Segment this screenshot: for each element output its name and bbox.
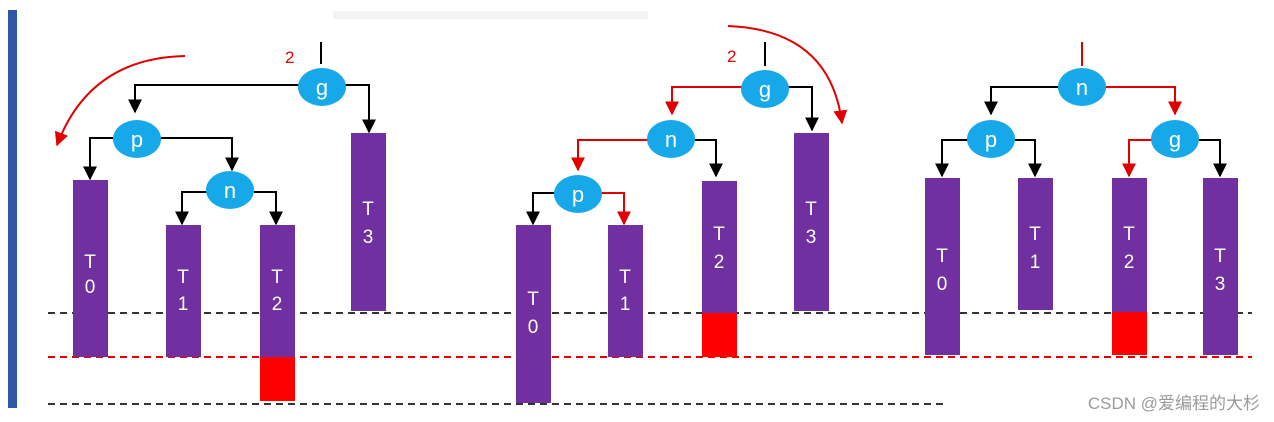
inserted-block [260,357,295,401]
subtree-t3 [351,133,386,311]
t1-label-a: T [619,267,631,288]
t1-label-a: T [1029,224,1041,245]
node-p [967,120,1015,158]
t3-label-a: T [1214,246,1226,267]
inserted-block [702,313,737,357]
balance-factor-label: 2 [727,47,736,66]
t1-label-b: 1 [620,294,631,315]
t3-label-a: T [362,199,374,220]
subtree-t2 [260,225,295,357]
t0-label-b: 0 [937,274,948,295]
t0-label-a: T [84,252,96,273]
t0-label-a: T [527,289,539,310]
node-p-label: p [131,127,143,152]
node-p-label: p [572,182,584,207]
t2-label-b: 2 [714,252,725,273]
subtree-t0 [73,180,108,357]
node-g [741,70,789,108]
t2-label-a: T [1123,224,1135,245]
node-n [1058,68,1106,106]
height-levels [48,312,1252,405]
t0-label-b: 0 [85,277,96,298]
node-p-label: p [985,127,997,152]
subtree-t2 [702,181,737,313]
subtree-t1 [166,225,201,357]
subtree-t1 [1018,178,1053,310]
t3-label-b: 3 [363,227,374,248]
balance-factor-label: 2 [285,48,294,67]
rotation-arrow [727,25,848,125]
left-accent-bar [8,10,17,408]
inserted-block [1112,312,1147,355]
node-n-label: n [1076,75,1088,100]
subtree-t3 [794,133,829,311]
node-g [298,68,346,106]
t3-label-b: 3 [1215,274,1226,295]
t1-label-b: 1 [1030,252,1041,273]
node-p [113,120,161,158]
node-n [647,120,695,158]
panel-before-rotation: 2 T 0 T 1 T 2 T 3 g p n [54,42,386,401]
subtree-t0 [516,225,551,403]
t0-label-a: T [936,246,948,267]
node-n [206,171,254,209]
t1-label-b: 1 [178,294,189,315]
node-g-label: g [1169,127,1181,152]
subtree-t2 [1112,178,1147,312]
subtree-t0 [925,178,960,355]
t2-label-a: T [713,224,725,245]
node-g [1151,120,1199,158]
node-n-label: n [224,178,236,203]
subtree-t3 [1203,178,1238,355]
t2-label-b: 2 [272,294,283,315]
panel-after-second-rotation: T 0 T 1 T 2 T 3 n p g [925,42,1238,355]
top-faded-bar [333,11,648,19]
watermark-text: CSDN @爱编程的大杉 [1087,394,1260,413]
t3-label-b: 3 [806,227,817,248]
rotation-arrow [54,55,186,147]
t1-label-a: T [177,267,189,288]
node-n-label: n [665,127,677,152]
t0-label-b: 0 [528,317,539,338]
t2-label-a: T [271,267,283,288]
t2-label-b: 2 [1124,252,1135,273]
t3-label-a: T [805,199,817,220]
node-g-label: g [316,75,328,100]
panel-after-first-rotation: 2 T 0 T 1 T 2 T 3 g n p [516,25,848,403]
node-g-label: g [759,77,771,102]
node-p [554,175,602,213]
subtree-t1 [608,225,643,357]
